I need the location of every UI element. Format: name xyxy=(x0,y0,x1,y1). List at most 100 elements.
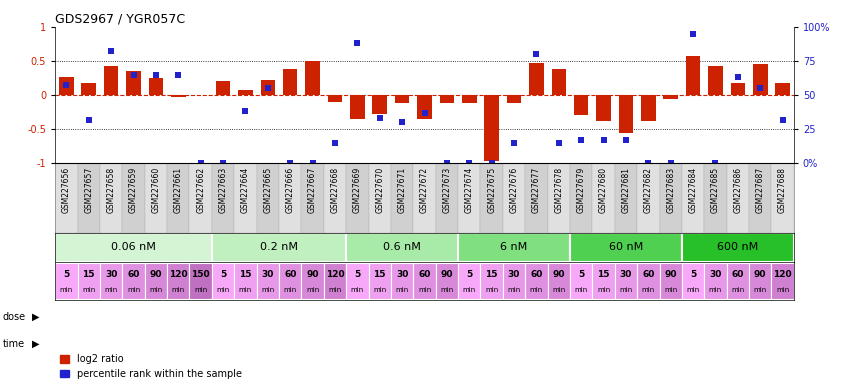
Text: GSM227660: GSM227660 xyxy=(151,167,160,213)
Bar xyxy=(346,163,368,233)
Bar xyxy=(391,163,413,233)
Bar xyxy=(328,95,342,102)
Bar xyxy=(637,163,660,233)
Text: GSM227681: GSM227681 xyxy=(621,167,631,213)
Bar xyxy=(212,163,234,233)
Text: 150: 150 xyxy=(191,270,210,279)
Text: 0.06 nM: 0.06 nM xyxy=(111,242,156,252)
Bar xyxy=(100,263,122,299)
Bar xyxy=(122,163,144,233)
Bar xyxy=(708,66,722,95)
Text: min: min xyxy=(59,287,73,293)
Text: 90: 90 xyxy=(306,270,319,279)
Text: 5: 5 xyxy=(466,270,472,279)
Text: 30: 30 xyxy=(620,270,633,279)
Text: GSM227658: GSM227658 xyxy=(107,167,115,213)
Text: min: min xyxy=(127,287,140,293)
Bar xyxy=(283,69,297,95)
Bar xyxy=(306,61,320,95)
Text: 30: 30 xyxy=(105,270,117,279)
Bar xyxy=(55,233,212,262)
Text: min: min xyxy=(149,287,162,293)
Text: 15: 15 xyxy=(82,270,95,279)
Bar xyxy=(413,163,436,233)
Bar xyxy=(171,95,186,97)
Bar xyxy=(772,163,794,233)
Bar xyxy=(77,163,100,233)
Text: GSM227686: GSM227686 xyxy=(734,167,742,213)
Bar xyxy=(346,263,368,299)
Bar xyxy=(619,95,633,132)
Bar xyxy=(261,80,275,95)
Bar xyxy=(526,263,548,299)
Bar xyxy=(373,95,387,114)
Text: GSM227688: GSM227688 xyxy=(779,167,787,213)
Text: 5: 5 xyxy=(690,270,696,279)
Bar xyxy=(82,83,96,95)
Text: min: min xyxy=(709,287,722,293)
Text: min: min xyxy=(485,287,498,293)
Text: min: min xyxy=(731,287,745,293)
Bar xyxy=(122,263,144,299)
Bar xyxy=(705,263,727,299)
Text: min: min xyxy=(396,287,408,293)
Bar xyxy=(686,56,700,95)
Bar xyxy=(593,263,615,299)
Text: GSM227663: GSM227663 xyxy=(218,167,228,213)
Text: 600 nM: 600 nM xyxy=(717,242,758,252)
Bar xyxy=(301,163,323,233)
Text: min: min xyxy=(575,287,588,293)
Text: min: min xyxy=(329,287,341,293)
Text: 5: 5 xyxy=(220,270,226,279)
Text: time: time xyxy=(3,339,25,349)
Text: 120: 120 xyxy=(773,270,792,279)
Bar xyxy=(350,95,364,119)
Bar xyxy=(593,163,615,233)
Bar xyxy=(753,65,767,95)
Bar xyxy=(772,263,794,299)
Text: 120: 120 xyxy=(169,270,188,279)
Bar xyxy=(596,95,610,121)
Text: min: min xyxy=(261,287,274,293)
Text: GSM227682: GSM227682 xyxy=(644,167,653,213)
Text: 120: 120 xyxy=(326,270,345,279)
Text: 30: 30 xyxy=(396,270,408,279)
Text: 5: 5 xyxy=(64,270,70,279)
Text: GSM227661: GSM227661 xyxy=(174,167,183,213)
Bar xyxy=(55,263,77,299)
Text: min: min xyxy=(104,287,118,293)
Bar xyxy=(570,263,593,299)
Text: 60: 60 xyxy=(642,270,655,279)
Bar xyxy=(682,233,794,262)
Bar xyxy=(391,263,413,299)
Bar xyxy=(637,263,660,299)
Text: GSM227685: GSM227685 xyxy=(711,167,720,213)
Bar xyxy=(507,95,521,103)
Bar xyxy=(727,163,749,233)
Bar xyxy=(323,263,346,299)
Text: ▶: ▶ xyxy=(32,339,40,349)
Bar xyxy=(775,83,790,95)
Text: 60: 60 xyxy=(419,270,430,279)
Bar xyxy=(212,233,346,262)
Bar xyxy=(529,63,543,95)
Text: min: min xyxy=(530,287,543,293)
Bar xyxy=(682,263,705,299)
Bar xyxy=(368,163,391,233)
Bar xyxy=(660,263,682,299)
Text: GSM227668: GSM227668 xyxy=(330,167,340,213)
Text: GSM227684: GSM227684 xyxy=(689,167,698,213)
Text: min: min xyxy=(351,287,364,293)
Text: 90: 90 xyxy=(754,270,767,279)
Text: 6 nM: 6 nM xyxy=(500,242,528,252)
Text: 0.6 nM: 0.6 nM xyxy=(383,242,421,252)
Text: GSM227680: GSM227680 xyxy=(599,167,608,213)
Text: min: min xyxy=(687,287,700,293)
Text: 60: 60 xyxy=(531,270,543,279)
Text: GSM227687: GSM227687 xyxy=(756,167,765,213)
Bar xyxy=(641,95,655,121)
Text: min: min xyxy=(373,287,386,293)
Text: 30: 30 xyxy=(709,270,722,279)
Text: GSM227677: GSM227677 xyxy=(532,167,541,213)
Text: 15: 15 xyxy=(486,270,498,279)
